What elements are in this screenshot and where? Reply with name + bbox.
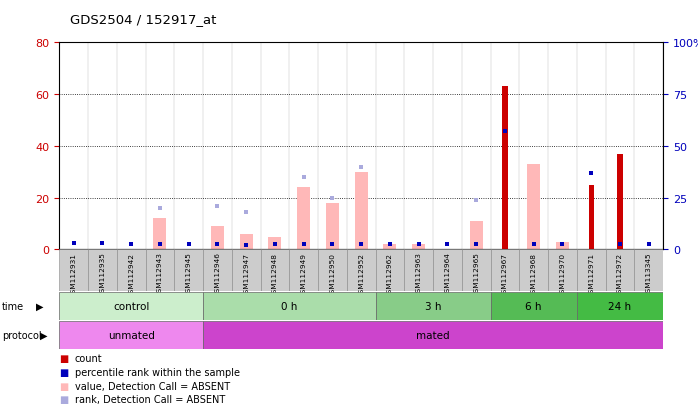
Bar	[146, 250, 174, 291]
Text: GSM112935: GSM112935	[99, 252, 105, 297]
Bar	[634, 250, 663, 291]
Text: GSM112950: GSM112950	[329, 252, 336, 297]
Text: ■: ■	[59, 354, 68, 363]
Bar	[59, 292, 203, 320]
Bar	[174, 250, 203, 291]
Text: GSM112971: GSM112971	[588, 252, 594, 297]
Text: rank, Detection Call = ABSENT: rank, Detection Call = ABSENT	[75, 394, 225, 404]
Text: GSM112970: GSM112970	[560, 252, 565, 297]
Bar	[59, 321, 203, 349]
Text: GSM112963: GSM112963	[416, 252, 422, 297]
Text: ■: ■	[59, 394, 68, 404]
Text: GSM112964: GSM112964	[445, 252, 450, 297]
Text: count: count	[75, 354, 103, 363]
Bar	[404, 250, 433, 291]
Bar	[556, 242, 569, 250]
Bar	[203, 250, 232, 291]
Bar	[326, 204, 339, 250]
Bar	[577, 250, 606, 291]
Text: 6 h: 6 h	[526, 301, 542, 311]
Text: GSM112945: GSM112945	[186, 252, 192, 297]
Text: control: control	[113, 301, 149, 311]
Bar	[519, 250, 548, 291]
Bar	[297, 188, 310, 250]
Text: protocol: protocol	[2, 330, 42, 340]
Text: GSM112931: GSM112931	[70, 252, 77, 297]
Bar	[618, 154, 623, 250]
Bar	[383, 244, 396, 250]
Bar	[548, 250, 577, 291]
Text: GSM112942: GSM112942	[128, 252, 134, 297]
Bar	[527, 165, 540, 250]
Bar	[588, 185, 594, 250]
Text: time: time	[2, 301, 24, 311]
Text: GSM112972: GSM112972	[617, 252, 623, 297]
Text: ▶: ▶	[40, 330, 47, 340]
Text: ■: ■	[59, 367, 68, 377]
Bar	[606, 250, 634, 291]
Text: GDS2504 / 152917_at: GDS2504 / 152917_at	[70, 13, 216, 26]
Text: 0 h: 0 h	[281, 301, 297, 311]
Text: GSM112948: GSM112948	[272, 252, 278, 297]
Bar	[503, 87, 507, 250]
Bar	[577, 292, 663, 320]
Bar	[269, 237, 281, 250]
Bar	[376, 250, 404, 291]
Bar	[88, 250, 117, 291]
Bar	[433, 250, 462, 291]
Text: GSM112967: GSM112967	[502, 252, 508, 297]
Text: GSM112949: GSM112949	[301, 252, 306, 297]
Bar	[203, 321, 663, 349]
Text: value, Detection Call = ABSENT: value, Detection Call = ABSENT	[75, 381, 230, 391]
Bar	[203, 292, 376, 320]
Text: GSM112965: GSM112965	[473, 252, 480, 297]
Text: GSM113345: GSM113345	[646, 252, 652, 297]
Text: GSM112962: GSM112962	[387, 252, 393, 297]
Text: ■: ■	[59, 381, 68, 391]
Bar	[232, 250, 260, 291]
Bar	[290, 250, 318, 291]
Bar	[117, 250, 146, 291]
Text: unmated: unmated	[107, 330, 155, 340]
Bar	[211, 227, 224, 250]
Bar	[491, 292, 577, 320]
Text: GSM112943: GSM112943	[157, 252, 163, 297]
Bar	[413, 244, 425, 250]
Bar	[347, 250, 376, 291]
Bar	[462, 250, 491, 291]
Text: GSM112968: GSM112968	[530, 252, 537, 297]
Text: mated: mated	[416, 330, 450, 340]
Bar	[59, 250, 88, 291]
Text: ▶: ▶	[36, 301, 44, 311]
Text: GSM112946: GSM112946	[214, 252, 221, 297]
Bar	[470, 221, 483, 250]
Text: percentile rank within the sample: percentile rank within the sample	[75, 367, 239, 377]
Bar	[376, 292, 491, 320]
Bar	[318, 250, 347, 291]
Text: GSM112952: GSM112952	[358, 252, 364, 297]
Text: 3 h: 3 h	[425, 301, 441, 311]
Bar	[355, 173, 368, 250]
Bar	[260, 250, 290, 291]
Bar	[491, 250, 519, 291]
Text: GSM112947: GSM112947	[243, 252, 249, 297]
Bar	[239, 235, 253, 250]
Bar	[154, 219, 166, 250]
Text: 24 h: 24 h	[609, 301, 632, 311]
